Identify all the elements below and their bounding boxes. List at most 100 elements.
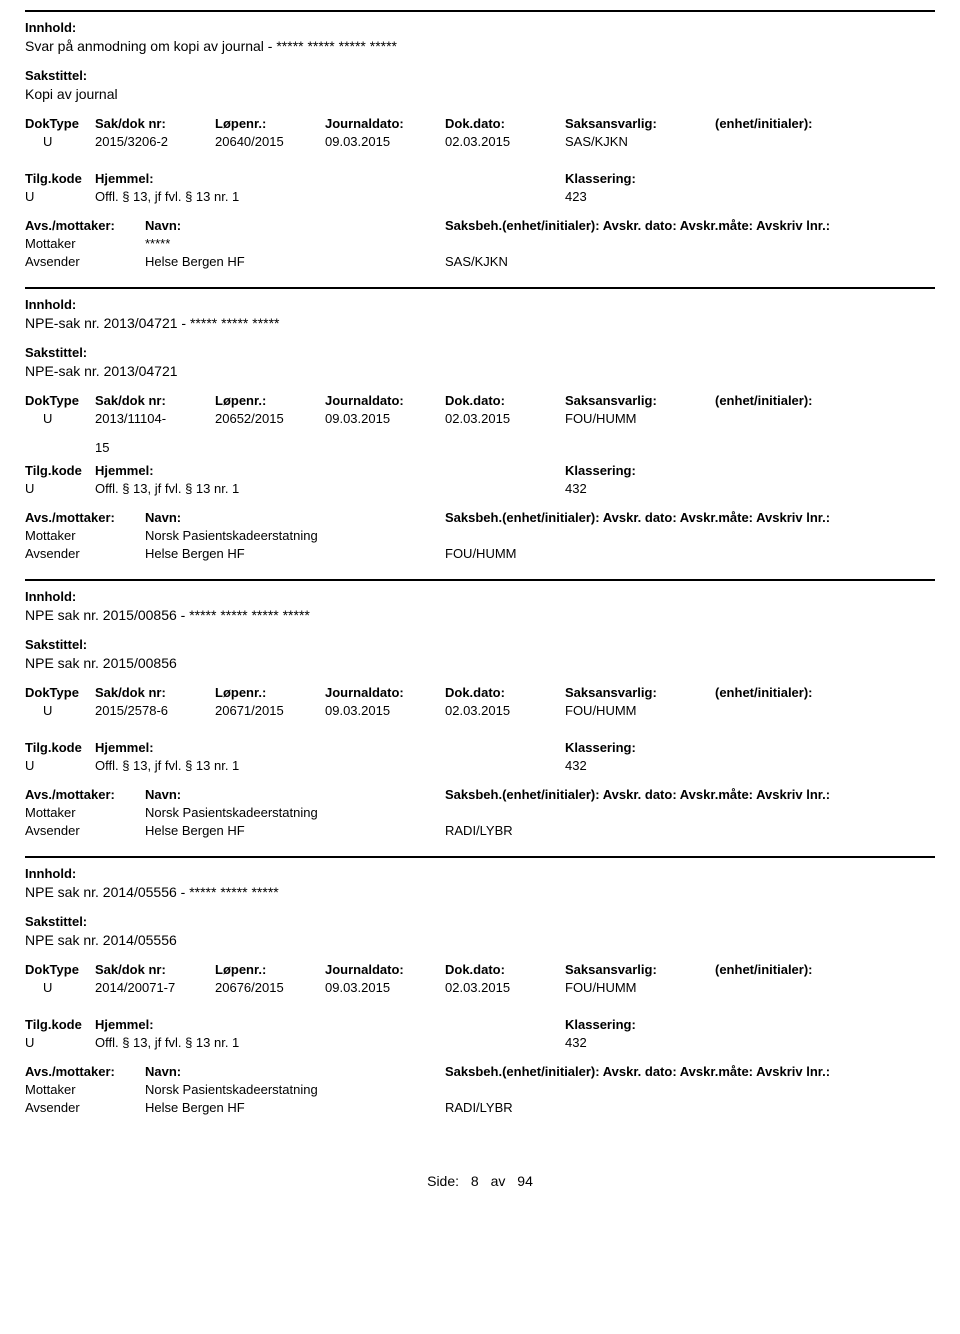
footer-total: 94 [517,1173,533,1189]
klassering-label: Klassering: [565,1017,935,1032]
avsmottaker-label: Avs./mottaker: [25,787,145,802]
journal-entry: Innhold: NPE sak nr. 2015/00856 - ***** … [25,579,935,856]
journaldato-label: Journaldato: [325,685,445,700]
journaldato-label: Journaldato: [325,962,445,977]
innhold-label: Innhold: [25,866,76,881]
tilgkode-value: U [25,481,95,496]
doktype-label: DokType [25,962,95,977]
doktype-label: DokType [25,393,95,408]
lopenr-label: Løpenr.: [215,962,325,977]
lopenr-value: 20652/2015 [215,411,325,426]
journaldato-value: 09.03.2015 [325,134,445,149]
sakdoknr-label: Sak/dok nr: [95,393,215,408]
saksbeh-line-label: Saksbeh.(enhet/initialer): Avskr. dato: … [445,1064,935,1079]
sakstittel-value: NPE sak nr. 2014/05556 [25,932,935,948]
dokdato-label: Dok.dato: [445,116,565,131]
journaldato-label: Journaldato: [325,116,445,131]
klassering-label: Klassering: [565,463,935,478]
tilgkode-label: Tilg.kode [25,740,95,755]
hjemmel-label: Hjemmel: [95,463,565,478]
mottaker-name: ***** [145,236,445,251]
dokdato-value: 02.03.2015 [445,411,565,426]
sakdoknr-value: 2013/11104- [95,411,215,426]
hjemmel-value: Offl. § 13, jf fvl. § 13 nr. 1 [95,758,565,773]
lopenr-value: 20676/2015 [215,980,325,995]
sakstittel-value: NPE sak nr. 2015/00856 [25,655,935,671]
mottaker-name: Norsk Pasientskadeerstatning [145,528,445,543]
mottaker-role: Mottaker [25,1082,145,1097]
tilgkode-label: Tilg.kode [25,171,95,186]
saksbeh-line-label: Saksbeh.(enhet/initialer): Avskr. dato: … [445,218,935,233]
mottaker-role: Mottaker [25,236,145,251]
avsender-role: Avsender [25,1100,145,1115]
dokdato-value: 02.03.2015 [445,134,565,149]
lopenr-label: Løpenr.: [215,393,325,408]
saksansvarlig-label: Saksansvarlig: [565,116,715,131]
sakdoknr-label: Sak/dok nr: [95,962,215,977]
lopenr-value: 20671/2015 [215,703,325,718]
footer-av-label: av [491,1173,506,1189]
sakstittel-label: Sakstittel: [25,637,87,652]
sakstittel-value: NPE-sak nr. 2013/04721 [25,363,935,379]
doktype-value: U [25,134,95,149]
sakstittel-value: Kopi av journal [25,86,935,102]
avsender-name: Helse Bergen HF [145,823,445,838]
saksbeh-unit: FOU/HUMM [445,546,935,561]
avsender-role: Avsender [25,823,145,838]
saksansvarlig-value: FOU/HUMM [565,980,715,995]
klassering-label: Klassering: [565,740,935,755]
avsmottaker-label: Avs./mottaker: [25,1064,145,1079]
mottaker-name: Norsk Pasientskadeerstatning [145,805,445,820]
navn-label: Navn: [145,510,445,525]
journaldato-value: 09.03.2015 [325,703,445,718]
enhet-label: (enhet/initialer): [715,116,935,131]
klassering-label: Klassering: [565,171,935,186]
innhold-label: Innhold: [25,589,76,604]
klassering-value: 432 [565,1035,935,1050]
page-footer: Side: 8 av 94 [25,1173,935,1189]
saksansvarlig-label: Saksansvarlig: [565,685,715,700]
doktype-value: U [25,411,95,426]
avsmottaker-label: Avs./mottaker: [25,510,145,525]
sakdoknr-label: Sak/dok nr: [95,685,215,700]
journal-entry: Innhold: Svar på anmodning om kopi av jo… [25,10,935,287]
sakdoknr-value: 2015/2578-6 [95,703,215,718]
journaldato-value: 09.03.2015 [325,411,445,426]
doktype-label: DokType [25,685,95,700]
mottaker-role: Mottaker [25,805,145,820]
saksansvarlig-value: SAS/KJKN [565,134,715,149]
enhet-label: (enhet/initialer): [715,685,935,700]
sakstittel-label: Sakstittel: [25,345,87,360]
hjemmel-label: Hjemmel: [95,740,565,755]
journal-entry: Innhold: NPE sak nr. 2014/05556 - ***** … [25,856,935,1133]
innhold-value: NPE-sak nr. 2013/04721 - ***** ***** ***… [25,315,935,331]
avsmottaker-label: Avs./mottaker: [25,218,145,233]
sakdoknr-value: 2015/3206-2 [95,134,215,149]
sakdoknr-line2: 15 [95,440,109,455]
journal-entry: Innhold: NPE-sak nr. 2013/04721 - ***** … [25,287,935,579]
footer-side-label: Side: [427,1173,459,1189]
sakstittel-label: Sakstittel: [25,914,87,929]
dokdato-label: Dok.dato: [445,962,565,977]
saksbeh-unit: SAS/KJKN [445,254,935,269]
doktype-value: U [25,980,95,995]
sakstittel-label: Sakstittel: [25,68,87,83]
innhold-label: Innhold: [25,297,76,312]
avsender-name: Helse Bergen HF [145,546,445,561]
hjemmel-value: Offl. § 13, jf fvl. § 13 nr. 1 [95,481,565,496]
klassering-value: 432 [565,481,935,496]
journaldato-label: Journaldato: [325,393,445,408]
innhold-value: NPE sak nr. 2014/05556 - ***** ***** ***… [25,884,935,900]
lopenr-label: Løpenr.: [215,685,325,700]
saksansvarlig-value: FOU/HUMM [565,411,715,426]
navn-label: Navn: [145,787,445,802]
journaldato-value: 09.03.2015 [325,980,445,995]
klassering-value: 423 [565,189,935,204]
mottaker-name: Norsk Pasientskadeerstatning [145,1082,445,1097]
dokdato-value: 02.03.2015 [445,703,565,718]
navn-label: Navn: [145,218,445,233]
avsender-name: Helse Bergen HF [145,254,445,269]
saksansvarlig-label: Saksansvarlig: [565,962,715,977]
avsender-role: Avsender [25,546,145,561]
doktype-value: U [25,703,95,718]
